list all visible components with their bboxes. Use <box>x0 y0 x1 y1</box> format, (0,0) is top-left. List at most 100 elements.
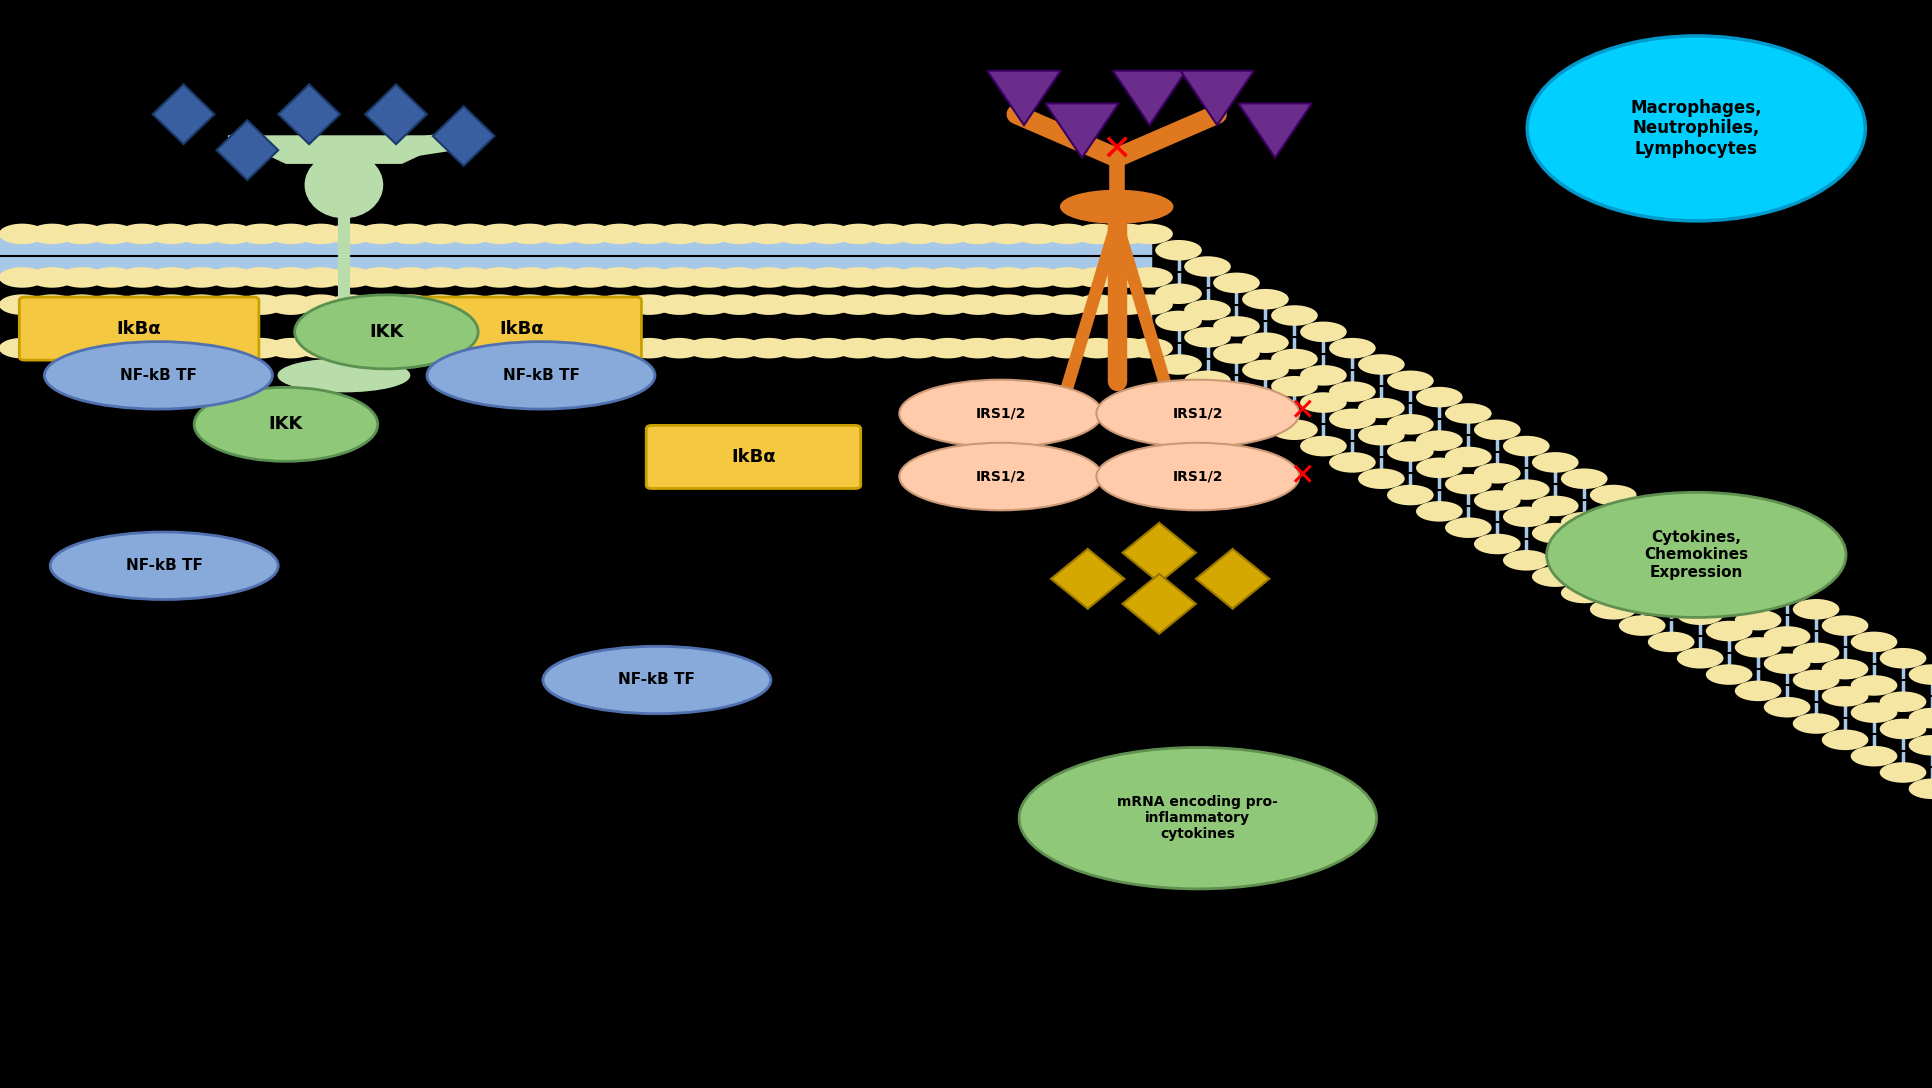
Ellipse shape <box>1677 648 1723 668</box>
Ellipse shape <box>1020 747 1378 889</box>
Ellipse shape <box>1155 240 1202 260</box>
Ellipse shape <box>29 338 75 358</box>
Text: NF-kB TF: NF-kB TF <box>618 672 696 688</box>
Ellipse shape <box>357 268 404 287</box>
Ellipse shape <box>566 268 612 287</box>
Ellipse shape <box>925 338 972 358</box>
Ellipse shape <box>1822 659 1868 679</box>
Ellipse shape <box>118 338 164 358</box>
Ellipse shape <box>29 268 75 287</box>
Ellipse shape <box>985 338 1032 358</box>
Ellipse shape <box>178 268 224 287</box>
Ellipse shape <box>1416 387 1463 407</box>
Ellipse shape <box>775 295 823 314</box>
Ellipse shape <box>1546 492 1847 618</box>
Ellipse shape <box>806 224 852 244</box>
Ellipse shape <box>417 268 464 287</box>
Ellipse shape <box>58 295 104 314</box>
Ellipse shape <box>1793 643 1839 663</box>
Ellipse shape <box>238 295 284 314</box>
Ellipse shape <box>985 268 1032 287</box>
Ellipse shape <box>89 224 135 244</box>
Ellipse shape <box>835 224 881 244</box>
Ellipse shape <box>1561 469 1607 489</box>
Ellipse shape <box>327 268 375 287</box>
Ellipse shape <box>0 224 46 244</box>
Text: ✕: ✕ <box>1289 462 1316 491</box>
Ellipse shape <box>298 268 344 287</box>
Ellipse shape <box>1387 371 1434 391</box>
Ellipse shape <box>1213 344 1260 363</box>
Ellipse shape <box>327 295 375 314</box>
Ellipse shape <box>835 268 881 287</box>
Text: IkBα: IkBα <box>730 448 777 466</box>
Ellipse shape <box>1416 458 1463 478</box>
Ellipse shape <box>417 295 464 314</box>
Ellipse shape <box>1097 380 1298 447</box>
Ellipse shape <box>1184 371 1231 391</box>
Ellipse shape <box>626 295 672 314</box>
Ellipse shape <box>866 268 912 287</box>
Ellipse shape <box>1619 502 1665 521</box>
Ellipse shape <box>1126 295 1173 314</box>
Ellipse shape <box>1735 610 1781 630</box>
Ellipse shape <box>1445 474 1492 494</box>
Ellipse shape <box>1329 453 1376 472</box>
Ellipse shape <box>0 338 46 358</box>
Ellipse shape <box>1851 703 1897 722</box>
Ellipse shape <box>1532 453 1578 472</box>
Ellipse shape <box>89 338 135 358</box>
Ellipse shape <box>1851 746 1897 766</box>
Ellipse shape <box>1213 387 1260 407</box>
Ellipse shape <box>269 295 315 314</box>
Ellipse shape <box>1387 415 1434 434</box>
Text: IKK: IKK <box>269 416 303 433</box>
Ellipse shape <box>1045 224 1092 244</box>
Text: IkBα: IkBα <box>116 320 162 337</box>
Ellipse shape <box>895 224 941 244</box>
Text: IkBα: IkBα <box>498 320 545 337</box>
Ellipse shape <box>866 338 912 358</box>
Ellipse shape <box>1045 338 1092 358</box>
Ellipse shape <box>178 295 224 314</box>
Ellipse shape <box>506 295 553 314</box>
Ellipse shape <box>1532 496 1578 516</box>
Ellipse shape <box>1590 599 1636 619</box>
Ellipse shape <box>1619 545 1665 565</box>
Ellipse shape <box>1648 518 1694 537</box>
Text: IRS1/2: IRS1/2 <box>1173 407 1223 420</box>
Ellipse shape <box>506 338 553 358</box>
Ellipse shape <box>537 268 583 287</box>
Ellipse shape <box>238 338 284 358</box>
Ellipse shape <box>89 268 135 287</box>
Ellipse shape <box>657 338 703 358</box>
Ellipse shape <box>1097 443 1298 510</box>
Ellipse shape <box>506 268 553 287</box>
Ellipse shape <box>1329 409 1376 429</box>
Ellipse shape <box>715 224 763 244</box>
Ellipse shape <box>954 224 1001 244</box>
Ellipse shape <box>1619 616 1665 635</box>
Ellipse shape <box>1387 485 1434 505</box>
Ellipse shape <box>597 338 643 358</box>
Ellipse shape <box>1793 599 1839 619</box>
Ellipse shape <box>1416 502 1463 521</box>
Ellipse shape <box>269 268 315 287</box>
Ellipse shape <box>900 443 1103 510</box>
Ellipse shape <box>1242 289 1289 309</box>
Ellipse shape <box>1561 512 1607 532</box>
Ellipse shape <box>118 295 164 314</box>
Polygon shape <box>1180 71 1254 125</box>
Ellipse shape <box>954 268 1001 287</box>
Ellipse shape <box>657 224 703 244</box>
Ellipse shape <box>1126 224 1173 244</box>
Ellipse shape <box>1358 355 1405 374</box>
Ellipse shape <box>1103 224 1151 244</box>
Ellipse shape <box>386 224 435 244</box>
Ellipse shape <box>626 338 672 358</box>
Ellipse shape <box>477 338 524 358</box>
Ellipse shape <box>1909 735 1932 755</box>
Ellipse shape <box>477 224 524 244</box>
Ellipse shape <box>1184 327 1231 347</box>
Text: IRS1/2: IRS1/2 <box>976 407 1026 420</box>
